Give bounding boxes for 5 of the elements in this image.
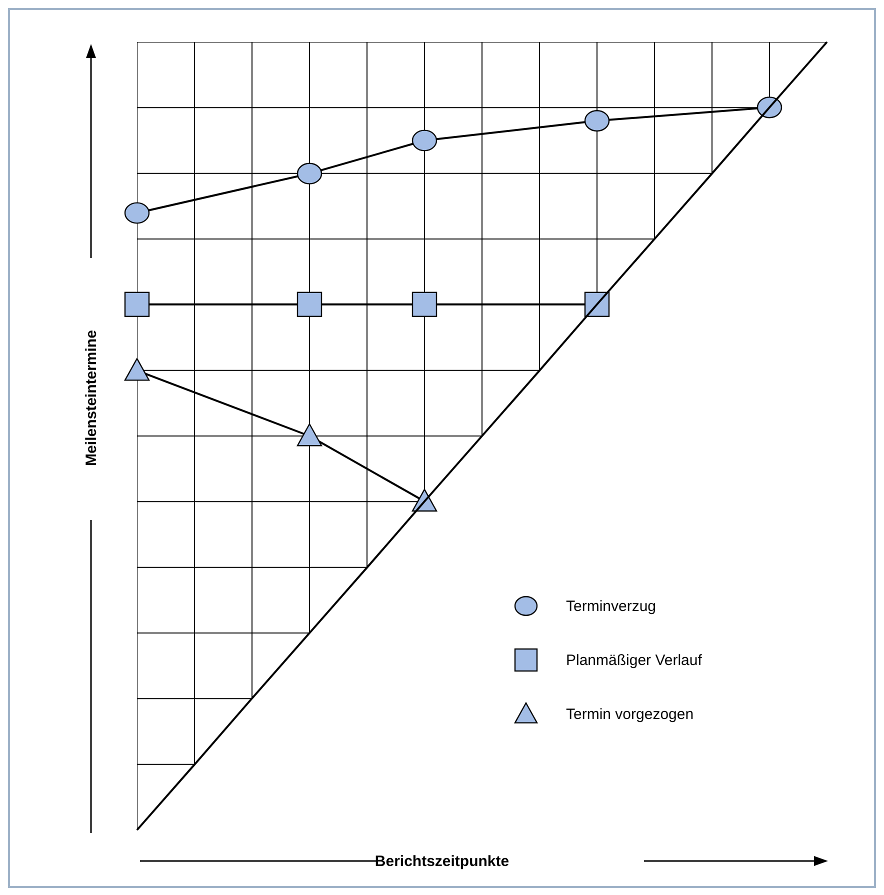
legend-label: Planmäßiger Verlauf xyxy=(566,652,703,669)
y-axis-title: Meilensteintermine xyxy=(83,330,100,466)
legend-label: Terminverzug xyxy=(566,598,656,615)
legend-label: Termin vorgezogen xyxy=(566,706,694,723)
x-axis-title: Berichtszeitpunkte xyxy=(374,853,510,870)
